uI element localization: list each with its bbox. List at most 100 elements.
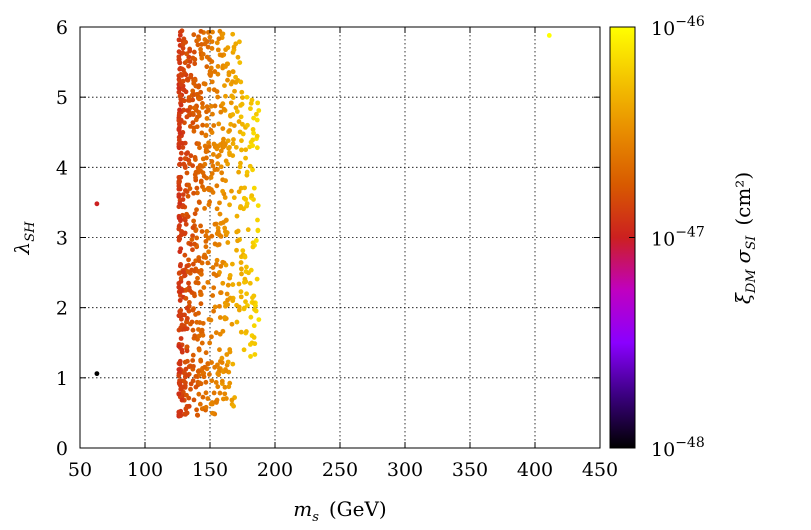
- data-point: [178, 217, 184, 222]
- data-point: [227, 128, 232, 133]
- data-point: [176, 112, 182, 118]
- data-point: [188, 386, 193, 392]
- data-point: [209, 130, 215, 135]
- data-point: [206, 187, 212, 193]
- data-point: [202, 161, 208, 167]
- y-tick-label: 5: [56, 87, 68, 109]
- data-point: [237, 60, 243, 65]
- data-point: [236, 169, 242, 175]
- data-point: [178, 275, 184, 281]
- data-point: [251, 293, 257, 299]
- data-point: [214, 89, 220, 94]
- data-point: [199, 260, 205, 266]
- data-point: [177, 298, 183, 303]
- data-point: [244, 291, 249, 297]
- data-point: [212, 364, 218, 370]
- data-point: [239, 147, 244, 153]
- data-point: [213, 330, 219, 336]
- data-point: [186, 182, 191, 188]
- data-point: [226, 384, 232, 390]
- data-point: [253, 238, 259, 243]
- data-point: [179, 287, 184, 293]
- data-point: [212, 304, 218, 310]
- data-point: [199, 55, 205, 61]
- data-point: [184, 51, 189, 57]
- colorbar-tick-label: 10−46: [651, 14, 705, 40]
- data-point: [210, 111, 215, 117]
- data-point: [194, 412, 200, 418]
- data-point: [197, 145, 202, 151]
- data-point: [244, 94, 250, 100]
- data-point: [228, 121, 234, 127]
- data-point: [244, 264, 249, 270]
- data-point: [233, 74, 238, 80]
- data-point: [245, 122, 250, 128]
- data-point: [217, 232, 222, 238]
- x-tick-label: 400: [517, 459, 553, 481]
- data-point: [194, 207, 199, 213]
- data-point: [193, 117, 199, 123]
- data-point: [186, 364, 192, 370]
- data-point: [191, 397, 197, 403]
- data-point: [231, 123, 237, 129]
- data-point: [253, 111, 259, 117]
- data-point: [177, 78, 183, 84]
- data-point: [201, 173, 207, 179]
- data-point: [236, 307, 242, 313]
- data-point: [188, 241, 194, 247]
- data-point: [230, 361, 236, 367]
- data-point: [194, 124, 200, 130]
- data-point: [203, 379, 209, 385]
- data-point: [183, 406, 189, 412]
- data-point: [207, 34, 213, 40]
- data-point: [210, 293, 216, 298]
- data-point: [188, 74, 194, 80]
- data-point: [176, 183, 182, 189]
- data-point: [177, 107, 182, 113]
- data-point: [218, 263, 224, 269]
- data-point: [203, 350, 209, 356]
- data-point: [214, 397, 220, 403]
- data-point: [238, 294, 244, 300]
- data-point: [185, 193, 191, 199]
- data-point: [184, 77, 190, 82]
- data-point: [235, 54, 241, 60]
- data-point: [249, 193, 255, 199]
- data-point: [177, 29, 183, 35]
- data-point: [209, 46, 215, 51]
- data-point: [251, 323, 257, 329]
- data-point: [193, 384, 199, 390]
- data-point: [184, 316, 190, 321]
- data-point: [202, 143, 208, 149]
- data-point: [210, 29, 215, 35]
- data-point: [178, 336, 184, 341]
- data-point: [192, 105, 197, 111]
- data-point: [218, 148, 224, 154]
- data-point: [182, 70, 187, 76]
- data-point: [186, 299, 192, 305]
- data-point: [182, 230, 188, 236]
- data-point: [199, 327, 205, 333]
- data-point: [252, 352, 258, 357]
- data-point: [176, 145, 182, 151]
- data-point: [176, 162, 182, 168]
- data-point: [197, 401, 203, 407]
- data-point: [248, 354, 253, 359]
- data-point: [186, 63, 191, 69]
- data-point: [223, 218, 229, 223]
- data-point: [183, 380, 188, 386]
- y-tick-label: 0: [56, 438, 68, 460]
- data-point: [183, 188, 188, 193]
- data-point: [196, 199, 202, 205]
- data-point: [179, 316, 184, 322]
- data-point: [204, 64, 210, 70]
- data-point: [181, 98, 187, 104]
- x-tick-label: 100: [127, 459, 163, 481]
- data-point: [198, 28, 204, 34]
- data-point: [211, 308, 216, 314]
- data-point: [194, 407, 199, 413]
- data-point: [176, 49, 182, 55]
- data-point: [205, 107, 211, 113]
- data-point: [249, 97, 255, 103]
- data-point: [240, 121, 245, 127]
